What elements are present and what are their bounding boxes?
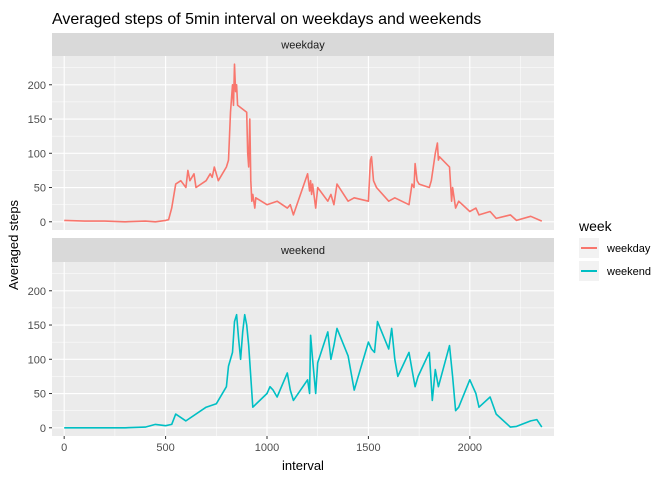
- y-tick-label: 50: [34, 183, 46, 195]
- panel-weekend: weekend 0 50 100 150 200: [28, 238, 554, 436]
- x-axis-title: interval: [282, 458, 324, 473]
- x-tick-label: 500: [156, 442, 174, 454]
- y-tick-label: 0: [40, 423, 46, 435]
- y-tick-label: 50: [34, 389, 46, 401]
- legend-title: week: [578, 218, 613, 234]
- strip-background: [52, 33, 554, 56]
- panel-weekday: weekday 0 50 100 150 200: [28, 33, 554, 230]
- y-tick-label: 200: [28, 286, 46, 298]
- y-axis-title: Averaged steps: [6, 199, 21, 290]
- series-line-weekday: [64, 63, 543, 223]
- y-tick-label: 150: [28, 114, 46, 126]
- y-tick-label: 200: [28, 80, 46, 92]
- x-tick-label: 1500: [356, 442, 380, 454]
- facet-panels: weekday 0 50 100 150 200 weekend 0 50 100 150 200: [28, 33, 554, 436]
- panel-background: [52, 262, 554, 436]
- x-tick-label: 0: [61, 442, 67, 454]
- strip-label: weekday: [280, 40, 325, 52]
- x-tick-label: 2000: [458, 442, 482, 454]
- y-tick-label: 0: [40, 217, 46, 229]
- legend: week weekday weekend: [578, 218, 651, 281]
- strip-label: weekend: [280, 245, 325, 257]
- x-tick-label: 1000: [255, 442, 279, 454]
- chart-title: Averaged steps of 5min interval on weekd…: [52, 11, 481, 28]
- panel-background: [52, 56, 554, 230]
- legend-label-weekday: weekday: [606, 243, 651, 255]
- x-axis: 0 500 1000 1500 2000: [61, 436, 482, 454]
- y-tick-label: 100: [28, 148, 46, 160]
- y-tick-label: 150: [28, 320, 46, 332]
- legend-label-weekend: weekend: [606, 266, 651, 278]
- strip-background: [52, 238, 554, 262]
- y-tick-label: 100: [28, 354, 46, 366]
- series-line-weekend: [64, 313, 543, 429]
